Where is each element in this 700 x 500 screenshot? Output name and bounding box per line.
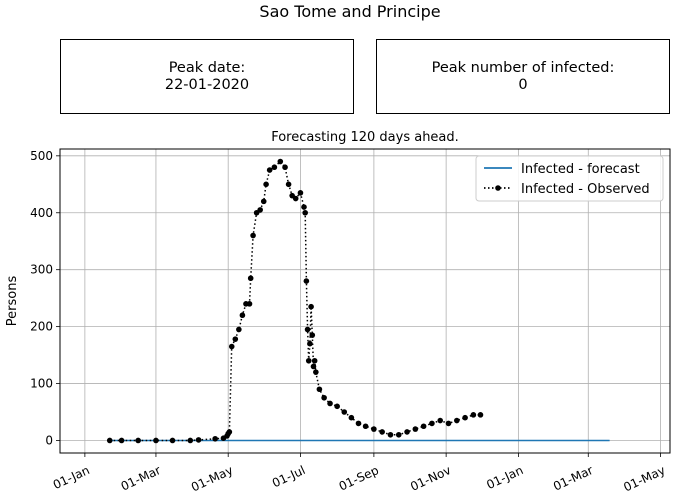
observed-point xyxy=(260,198,267,205)
observed-point xyxy=(470,412,477,418)
observed-point xyxy=(247,275,254,282)
observed-point xyxy=(187,437,194,444)
observed-point xyxy=(362,423,369,430)
y-axis-label: Persons xyxy=(5,276,20,327)
y-tick-label: 300 xyxy=(30,263,53,277)
y-tick-label: 100 xyxy=(30,377,53,391)
observed-point xyxy=(169,437,176,444)
observed-point xyxy=(437,417,444,424)
peak-count-label: Peak number of infected: xyxy=(431,59,615,76)
observed-point xyxy=(285,181,292,188)
observed-point xyxy=(445,420,452,427)
observed-point xyxy=(387,431,394,438)
observed-point xyxy=(277,158,284,165)
observed-point xyxy=(316,386,323,393)
observed-point xyxy=(263,181,269,188)
observed-point xyxy=(311,357,318,364)
x-tick-label: 01-May xyxy=(189,463,235,494)
chart-title: Forecasting 120 days ahead. xyxy=(271,130,459,145)
observed-point xyxy=(118,437,125,444)
observed-point xyxy=(453,417,460,424)
legend-observed-label: Infected - Observed xyxy=(521,182,650,197)
observed-point xyxy=(297,190,304,196)
peak-date-label: Peak date: xyxy=(168,59,246,76)
y-tick-label: 200 xyxy=(30,320,53,334)
observed-point xyxy=(257,207,263,213)
legend-observed-marker xyxy=(495,185,501,191)
observed-point xyxy=(348,414,355,421)
observed-point xyxy=(477,412,484,418)
observed-point xyxy=(195,437,202,443)
observed-point xyxy=(327,400,333,407)
x-tick-label: 01-Jan xyxy=(484,463,525,492)
x-tick-label: 01-Jul xyxy=(270,463,307,490)
observed-point xyxy=(429,420,435,427)
observed-point xyxy=(303,278,310,284)
observed-point xyxy=(301,204,307,210)
observed-point xyxy=(250,232,256,239)
legend: Infected - forecast Infected - Observed xyxy=(475,155,664,202)
x-tick-label: 01-Mar xyxy=(119,463,163,494)
observed-point xyxy=(395,431,402,438)
observed-point xyxy=(226,429,233,435)
page-title: Sao Tome and Principe xyxy=(259,2,441,21)
observed-point xyxy=(310,363,317,370)
observed-point xyxy=(271,164,278,171)
observed-point xyxy=(371,426,377,432)
observed-point xyxy=(266,167,273,173)
observed-point xyxy=(153,437,159,444)
observed-point xyxy=(305,357,312,364)
peak-count-value: 0 xyxy=(518,76,528,93)
observed-point xyxy=(341,409,348,415)
observed-line xyxy=(109,160,481,442)
x-tick-label: 01-Mar xyxy=(551,463,595,494)
observed-point xyxy=(379,429,385,435)
peak-date-box: Peak date: 22-01-2020 xyxy=(60,39,354,114)
observed-point xyxy=(404,429,410,435)
observed-point xyxy=(307,340,313,347)
peak-count-box: Peak number of infected: 0 xyxy=(376,39,670,114)
peak-date-value: 22-01-2020 xyxy=(164,76,250,93)
x-tick-label: 01-May xyxy=(621,463,667,494)
legend-box xyxy=(475,155,664,202)
observed-point xyxy=(355,420,362,427)
x-tick-label: 01-Nov xyxy=(408,463,453,494)
observed-point xyxy=(321,394,327,401)
observed-point xyxy=(135,437,141,444)
observed-point xyxy=(308,303,314,310)
x-tick-label: 01-Sep xyxy=(337,463,381,494)
observed-point xyxy=(412,426,419,432)
observed-point xyxy=(462,414,468,421)
observed-point xyxy=(292,195,299,202)
observed-point xyxy=(309,332,316,338)
observed-point xyxy=(302,209,308,216)
observed-point xyxy=(420,423,427,430)
observed-point xyxy=(246,301,253,307)
plot-frame xyxy=(59,148,671,454)
legend-forecast-label: Infected - forecast xyxy=(521,162,640,177)
observed-point xyxy=(228,343,235,350)
y-tick-label: 0 xyxy=(45,433,53,447)
observed-point xyxy=(334,403,340,410)
observed-point xyxy=(313,369,319,375)
observed-point xyxy=(232,336,239,342)
observed-point xyxy=(304,326,311,333)
y-tick-label: 400 xyxy=(30,206,53,220)
observed-point xyxy=(236,326,242,333)
observed-point xyxy=(282,164,288,171)
observed-point xyxy=(239,312,246,319)
series-layer xyxy=(106,158,610,444)
y-tick-label: 500 xyxy=(30,149,53,163)
observed-point xyxy=(106,437,113,444)
observed-point xyxy=(212,435,218,442)
x-tick-label: 01-Jan xyxy=(51,463,92,492)
